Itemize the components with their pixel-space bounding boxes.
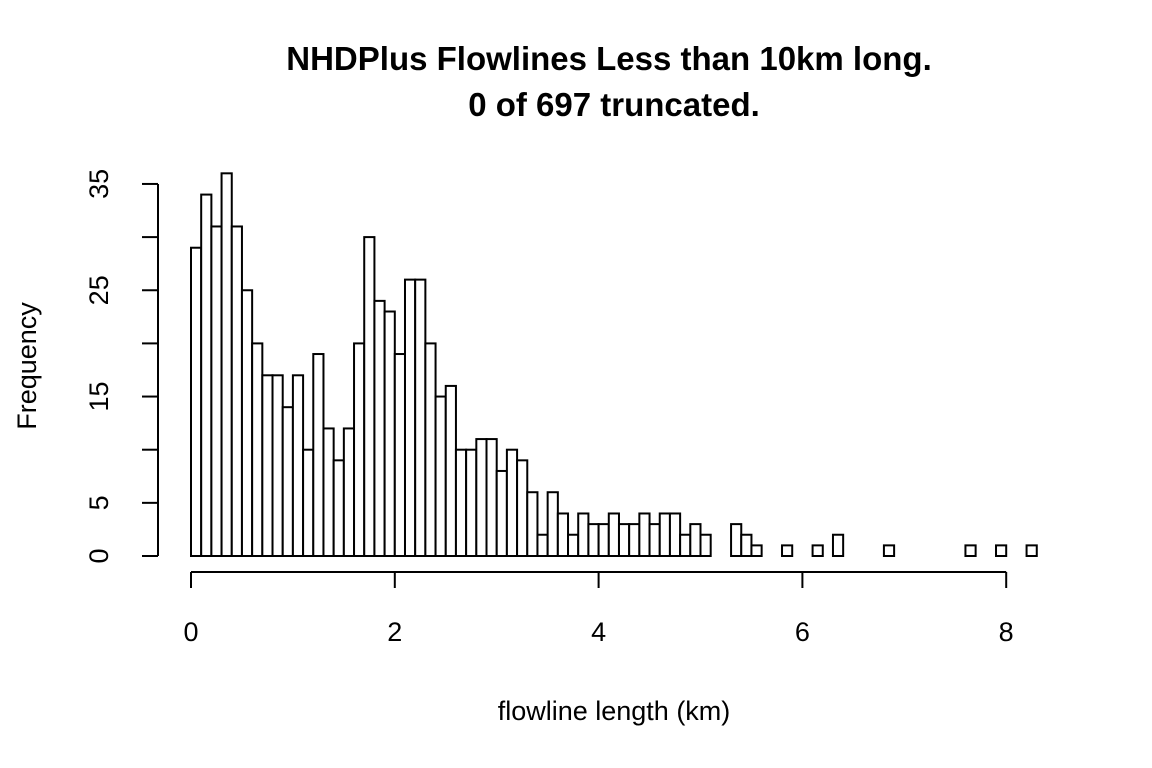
x-tick-label: 6 xyxy=(795,617,810,647)
histogram-bar xyxy=(546,491,559,557)
y-tick-label: 25 xyxy=(84,275,114,305)
histogram-bar xyxy=(689,523,702,557)
y-tick-label: 0 xyxy=(84,548,114,563)
y-axis-label: Frequency xyxy=(12,302,42,430)
histogram-bar xyxy=(342,427,356,557)
histogram-bar xyxy=(261,374,274,558)
histogram-bar xyxy=(648,523,661,557)
histogram-bar xyxy=(291,374,305,558)
histogram-bar xyxy=(658,512,671,557)
histogram-bar xyxy=(536,533,549,557)
histogram-bar xyxy=(781,544,794,557)
histogram-bar xyxy=(617,523,631,557)
chart-title: NHDPlus Flowlines Less than 10km long. xyxy=(286,40,931,77)
histogram-bar xyxy=(567,533,580,557)
histogram-bar xyxy=(730,523,743,557)
histogram-bar xyxy=(414,278,427,557)
histogram-bar xyxy=(811,544,824,557)
y-axis: 0 5 15 25 35 xyxy=(84,169,159,564)
histogram-bar xyxy=(373,299,386,557)
x-axis-label: flowline length (km) xyxy=(498,696,731,726)
histogram-bar xyxy=(882,544,896,557)
histogram-bar xyxy=(444,384,457,558)
histogram-bar xyxy=(322,427,335,557)
histogram-bar xyxy=(383,310,396,558)
histogram-bar xyxy=(434,395,447,557)
histogram-bar xyxy=(200,193,213,558)
histogram-bar xyxy=(353,342,366,557)
histogram-bar xyxy=(607,512,620,557)
histogram-bar xyxy=(628,523,641,557)
histogram-bar xyxy=(251,342,264,557)
histogram-bar xyxy=(475,438,488,558)
y-tick-label: 5 xyxy=(84,495,114,510)
x-tick-label: 4 xyxy=(591,617,606,647)
x-axis: 0 2 4 6 8 xyxy=(183,571,1014,647)
histogram-bar xyxy=(332,459,345,557)
y-tick-label: 15 xyxy=(84,381,114,411)
histogram-bar xyxy=(668,512,682,557)
histogram-bar xyxy=(964,544,977,557)
histogram-bars xyxy=(190,172,1038,558)
histogram-bar xyxy=(240,289,254,557)
histogram-bar xyxy=(740,533,753,557)
histogram-bar xyxy=(403,278,417,557)
histogram-bar xyxy=(505,448,519,558)
histogram-bar xyxy=(271,374,284,558)
histogram-bar xyxy=(210,225,223,557)
histogram-bar xyxy=(363,236,376,557)
histogram-bar xyxy=(465,448,478,558)
histogram-bar xyxy=(831,533,845,557)
histogram-bar xyxy=(302,448,315,558)
chart-subtitle: 0 of 697 truncated. xyxy=(468,86,760,123)
histogram-bar xyxy=(393,353,406,557)
histogram-bar xyxy=(526,491,539,557)
histogram-bar xyxy=(699,533,712,557)
histogram-bar xyxy=(516,459,529,557)
histogram-bar xyxy=(281,406,294,557)
histogram-bar xyxy=(220,172,233,557)
histogram-bar xyxy=(190,246,203,557)
histogram-bar xyxy=(750,544,763,557)
histogram-bar xyxy=(995,544,1008,557)
histogram-bar xyxy=(638,512,651,557)
histogram-bar xyxy=(556,512,570,557)
histogram-bar xyxy=(485,438,498,558)
histogram-bar xyxy=(454,448,468,558)
histogram-bar xyxy=(1025,544,1038,557)
histogram-bar xyxy=(312,353,325,557)
histogram-bar xyxy=(230,225,243,557)
histogram-bar xyxy=(577,512,590,557)
histogram-bar xyxy=(597,523,610,557)
x-tick-label: 0 xyxy=(183,617,198,647)
histogram-bar xyxy=(679,533,692,557)
x-tick-label: 2 xyxy=(387,617,402,647)
histogram-bar xyxy=(587,523,600,557)
histogram-bar xyxy=(424,342,437,557)
x-tick-label: 8 xyxy=(999,617,1014,647)
histogram-bar xyxy=(495,469,508,557)
y-tick-label: 35 xyxy=(84,169,114,199)
